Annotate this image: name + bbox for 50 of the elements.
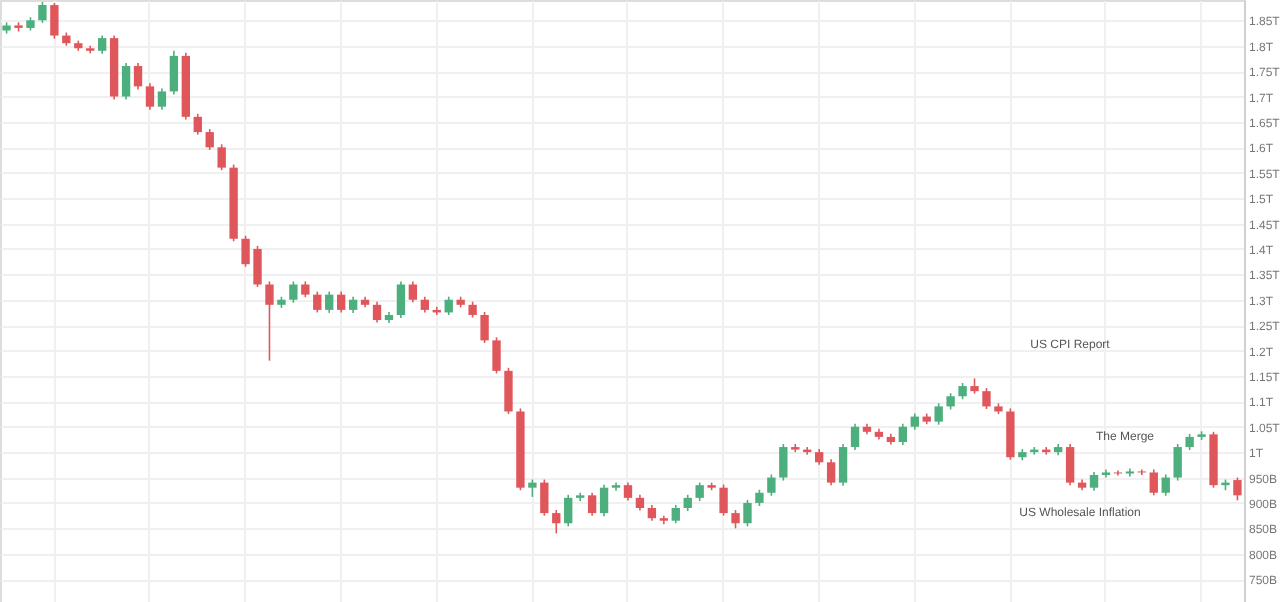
candlestick — [325, 290, 334, 314]
candlestick — [898, 422, 908, 446]
candlestick — [587, 491, 597, 517]
candlestick — [599, 483, 609, 517]
candlestick — [444, 295, 453, 316]
candlestick — [133, 62, 143, 91]
candlestick — [1149, 468, 1158, 497]
candlestick — [169, 50, 179, 96]
candlestick — [289, 280, 298, 304]
candlestick — [982, 387, 991, 410]
candlestick — [372, 300, 382, 324]
candlestick — [97, 34, 107, 55]
candlestick — [1233, 476, 1242, 502]
candlestick — [731, 509, 740, 530]
candlestick — [695, 481, 704, 502]
candlestick — [779, 443, 788, 482]
candlestick — [480, 311, 489, 344]
candlestick — [564, 494, 573, 528]
candlestick — [1173, 443, 1182, 482]
candlestick — [265, 280, 274, 362]
candlestick — [121, 62, 131, 101]
candlestick — [743, 499, 752, 528]
candlestick — [1101, 468, 1111, 479]
candlestick — [540, 478, 549, 517]
candlestick — [671, 504, 680, 525]
candlestick — [1161, 473, 1170, 497]
candlestick — [336, 290, 346, 314]
candlestick — [767, 473, 776, 497]
candlestick — [838, 443, 848, 487]
candlestick — [396, 280, 406, 319]
candlestick — [50, 2, 59, 40]
candlestick — [313, 290, 322, 314]
candlestick — [157, 87, 167, 111]
candlestick — [38, 1, 47, 24]
candlestick — [1125, 467, 1135, 478]
candlestick — [205, 128, 214, 151]
candlestick — [934, 402, 943, 426]
candlestick — [217, 143, 226, 171]
candlestick — [1089, 471, 1099, 492]
candlestick — [504, 367, 513, 415]
candlestick — [1006, 407, 1015, 461]
candlestick — [1065, 443, 1075, 486]
candlestick — [193, 113, 202, 136]
candlestick — [719, 483, 728, 517]
candlestick — [552, 509, 561, 535]
candlestick — [145, 82, 155, 111]
candlestick — [850, 422, 860, 451]
candlestick — [492, 336, 501, 375]
candlestick — [826, 458, 836, 486]
candlestick — [408, 280, 418, 304]
